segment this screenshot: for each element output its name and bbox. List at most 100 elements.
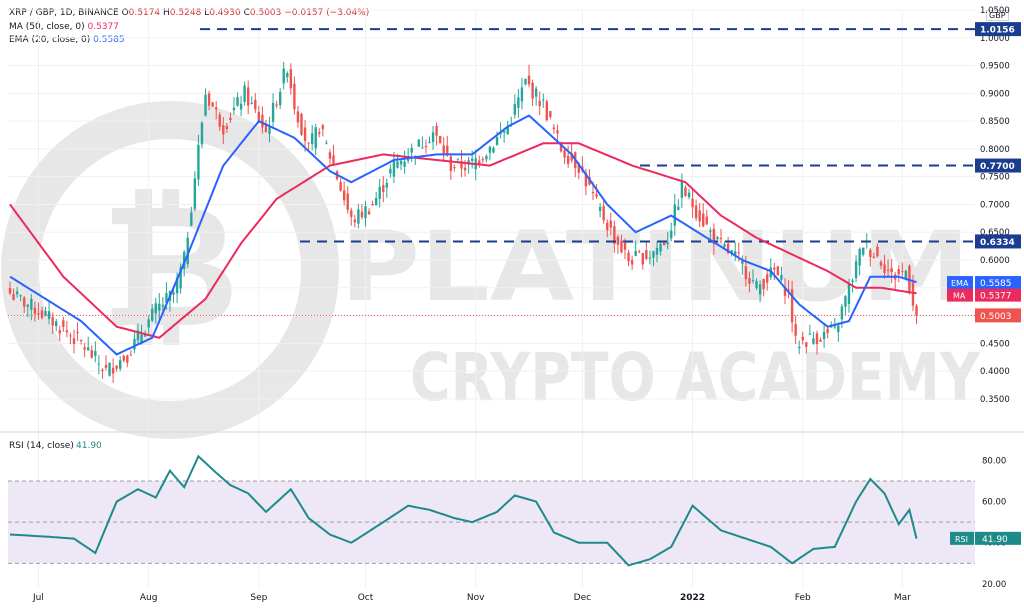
candle-body [406, 158, 410, 161]
candle-body [879, 261, 883, 266]
candle-body [798, 346, 801, 349]
candle-body [111, 367, 115, 374]
candle-body [794, 324, 797, 336]
candle-body [830, 326, 833, 328]
candle-body [62, 320, 65, 327]
ema-value-bg [975, 276, 1021, 290]
candles [8, 61, 918, 383]
candle-body [214, 107, 218, 110]
candle-body [463, 167, 467, 171]
candle-body [435, 125, 438, 136]
candle-body [318, 132, 321, 134]
candle-body [634, 250, 637, 256]
candle-body [165, 293, 168, 303]
candle-body [453, 167, 456, 169]
watermark-logo-glyph: ₿ [101, 168, 240, 366]
rsi-tag-bg [950, 531, 974, 545]
candle-body [378, 186, 381, 199]
ma-legend-label: MA (50, close, 0) [9, 22, 85, 32]
ema-tag-bg [947, 276, 973, 290]
level-label-bg [975, 158, 1021, 173]
candle-body [847, 283, 851, 304]
candle-body [598, 206, 602, 212]
candle-body [87, 347, 90, 351]
candle-body [275, 104, 278, 106]
candle-body [694, 205, 698, 219]
candle-body [577, 163, 580, 173]
candle-body [367, 211, 371, 215]
candle-body [154, 303, 157, 314]
candle-body [179, 267, 182, 289]
candle-body [23, 297, 26, 307]
currency-unit-label: GBP [986, 10, 1009, 21]
candle-body [58, 330, 61, 334]
rsi-title: RSI (14, close) [9, 441, 74, 451]
candle-body [470, 158, 474, 161]
ema-value-label: 0.5585 [980, 279, 1012, 289]
candle-body [630, 260, 634, 265]
x-tick-label: Sep [250, 593, 267, 603]
candle-body [719, 238, 723, 240]
candle-body [346, 193, 349, 210]
candle-body [755, 280, 758, 289]
candle-body [211, 102, 214, 107]
candle-body [702, 213, 705, 227]
candle-body [748, 277, 751, 284]
candle-body [293, 83, 296, 110]
candle-body [616, 236, 620, 245]
candle-body [734, 251, 737, 255]
candle-body [609, 220, 612, 228]
candle-body [325, 142, 328, 144]
candle-body [200, 122, 204, 145]
candle-body [296, 111, 300, 123]
ma50-line [9, 142, 917, 339]
candle-body [76, 331, 79, 333]
candle-body [687, 192, 691, 198]
candle-body [250, 102, 253, 104]
candle-body [801, 336, 804, 341]
candle-body [826, 328, 829, 334]
candle-body [83, 347, 86, 350]
candle-body [648, 257, 652, 259]
rsi-y-tick-label: 20.00 [982, 580, 1006, 590]
chart-legend-ema: EMA (20, close, 0) 0.5585 [9, 35, 125, 45]
candle-body [808, 333, 812, 335]
candle-body [655, 247, 659, 255]
candle-body [243, 85, 246, 102]
candle-body [332, 155, 335, 166]
candle-body [90, 350, 93, 358]
candle-body [218, 114, 221, 127]
candle-body [119, 360, 122, 369]
ma-value-label: 0.5377 [980, 292, 1012, 302]
candle-body [904, 270, 908, 279]
candle-body [549, 110, 552, 117]
ema-tag: EMA [951, 279, 969, 288]
candle-body [854, 261, 858, 279]
candle-body [374, 198, 378, 206]
candle-body [542, 99, 545, 101]
y-tick-label: 1.0000 [980, 34, 1010, 44]
candle-body [37, 313, 40, 315]
y-tick-label: 0.9500 [980, 62, 1010, 72]
candle-body [389, 168, 392, 174]
candle-body [680, 181, 684, 198]
candle-body [815, 333, 819, 345]
candle-body [126, 355, 129, 363]
x-tick-label: Oct [358, 593, 374, 603]
candle-body [396, 161, 399, 168]
candle-body [840, 306, 844, 320]
candle-body [33, 307, 37, 315]
candle-body [108, 362, 111, 376]
candle-body [684, 187, 687, 196]
x-tick-label: 2022 [680, 593, 705, 603]
candle-body [502, 130, 506, 133]
y-tick-label: 0.4500 [980, 339, 1010, 349]
candle-body [673, 204, 676, 226]
candle-body [442, 145, 445, 156]
candle-body [12, 294, 15, 300]
candle-body [328, 152, 332, 159]
y-tick-label: 0.9000 [980, 89, 1010, 99]
candle-body [392, 160, 396, 177]
candle-body [559, 142, 563, 152]
